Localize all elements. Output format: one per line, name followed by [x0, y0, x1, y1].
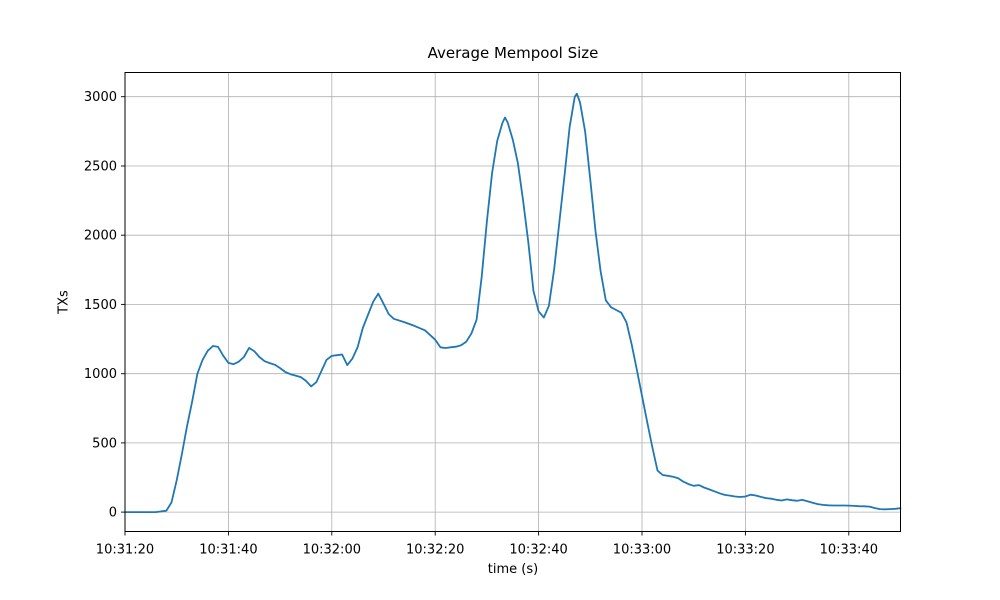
y-tick-label: 1000 — [84, 367, 117, 382]
x-tick-label: 10:32:00 — [303, 543, 361, 558]
x-axis-label: time (s) — [487, 562, 539, 577]
y-tick-label: 2500 — [84, 160, 117, 175]
y-tick-label: 1500 — [84, 298, 117, 313]
series-line — [124, 92, 902, 513]
y-tick-label: 0 — [109, 506, 117, 521]
x-tick-label: 10:33:20 — [716, 543, 774, 558]
plot-border — [124, 72, 901, 532]
x-tick-label: 10:33:40 — [820, 543, 878, 558]
x-tick-label: 10:31:20 — [96, 543, 154, 558]
y-tick-label: 3000 — [84, 90, 117, 105]
y-axis-label: TXs — [56, 290, 72, 314]
y-tick-label: 500 — [92, 436, 117, 451]
x-tick-label: 10:32:40 — [509, 543, 567, 558]
y-tick-label: 2000 — [84, 229, 117, 244]
chart-title: Average Mempool Size — [427, 44, 599, 62]
x-tick-label: 10:32:20 — [406, 543, 464, 558]
x-tick-label: 10:33:00 — [613, 543, 671, 558]
x-tick-label: 10:31:40 — [199, 543, 257, 558]
